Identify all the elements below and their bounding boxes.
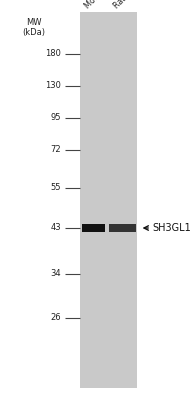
Text: Mouse brain: Mouse brain [83, 0, 124, 10]
Text: 72: 72 [50, 146, 61, 154]
Text: 180: 180 [45, 50, 61, 58]
Text: 95: 95 [50, 114, 61, 122]
Bar [82, 224, 105, 232]
Text: Rat brain: Rat brain [112, 0, 145, 10]
Text: 26: 26 [50, 314, 61, 322]
Text: 55: 55 [50, 184, 61, 192]
Text: SH3GL1: SH3GL1 [152, 223, 190, 233]
Text: 130: 130 [45, 82, 61, 90]
Text: 43: 43 [50, 224, 61, 232]
Text: MW
(kDa): MW (kDa) [23, 18, 46, 37]
Bar [80, 12, 137, 388]
Bar [109, 224, 136, 232]
Text: 34: 34 [50, 270, 61, 278]
